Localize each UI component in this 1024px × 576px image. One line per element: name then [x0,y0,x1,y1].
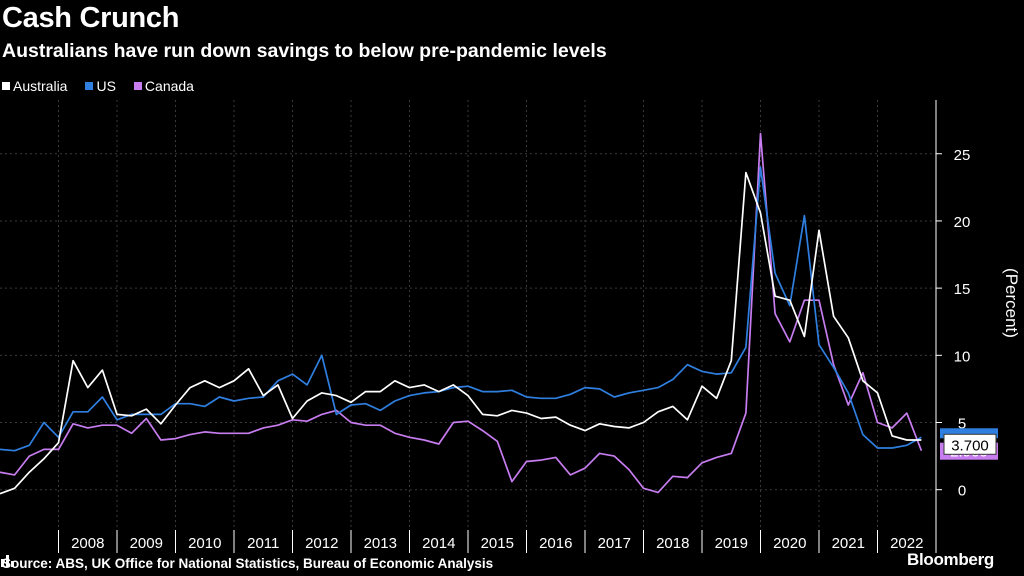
series-line-us [0,166,922,452]
y-tick-label-5: 5 [958,416,966,433]
legend-label-us: US [96,78,116,94]
x-tick-label-2016: 2016 [539,535,572,552]
x-tick-label-2022: 2022 [890,535,923,552]
end-label-bg-us [940,428,998,439]
x-tick-label-2014: 2014 [422,535,455,552]
end-label-australia: 3.700 [951,437,989,454]
y-tick-label-20: 20 [954,214,971,231]
legend-swatch-us [85,82,94,90]
y-tick-label-0: 0 [958,483,966,500]
x-tick-label-2012: 2012 [305,535,338,552]
legend-swatch-australia [2,82,10,90]
series-line-australia [0,171,922,495]
end-label-box-australia [943,433,997,455]
x-tick-label-2018: 2018 [656,535,689,552]
x-tick-label-2017: 2017 [598,535,631,552]
x-tick-label-2009: 2009 [130,535,163,552]
x-tick-label-2019: 2019 [715,535,748,552]
source-note: Source: ABS, UK Office for National Stat… [2,556,494,571]
x-tick-label-2020: 2020 [773,535,806,552]
y-tick-label-10: 10 [954,348,971,365]
legend-item-us: US [85,78,116,94]
x-tick-label-2010: 2010 [188,535,221,552]
series-line-canada [0,132,923,494]
x-tick-label-2015: 2015 [481,535,514,552]
x-tick-label-2021: 2021 [832,535,865,552]
x-tick-label-2013: 2013 [364,535,397,552]
legend-swatch-canada [133,82,142,90]
chart-title: Cash Crunch [2,2,180,34]
y-tick-label-25: 25 [954,147,971,164]
legend-label-australia: Australia [13,78,68,94]
legend: Australia US Canada [2,78,194,94]
x-tick-label-2011: 2011 [247,535,279,552]
legend-item-canada: Canada [133,78,194,94]
y-axis-title: (Percent) [1002,268,1021,338]
x-tick-label-2008: 2008 [71,535,104,552]
legend-item-australia: Australia [2,78,67,94]
y-tick-label-15: 15 [954,281,971,298]
chart-subtitle: Australians have run down savings to bel… [2,40,607,62]
legend-label-canada: Canada [144,78,194,94]
bloomberg-bars-icon [1,555,14,567]
bloomberg-logo: Bloomberg [906,550,994,569]
